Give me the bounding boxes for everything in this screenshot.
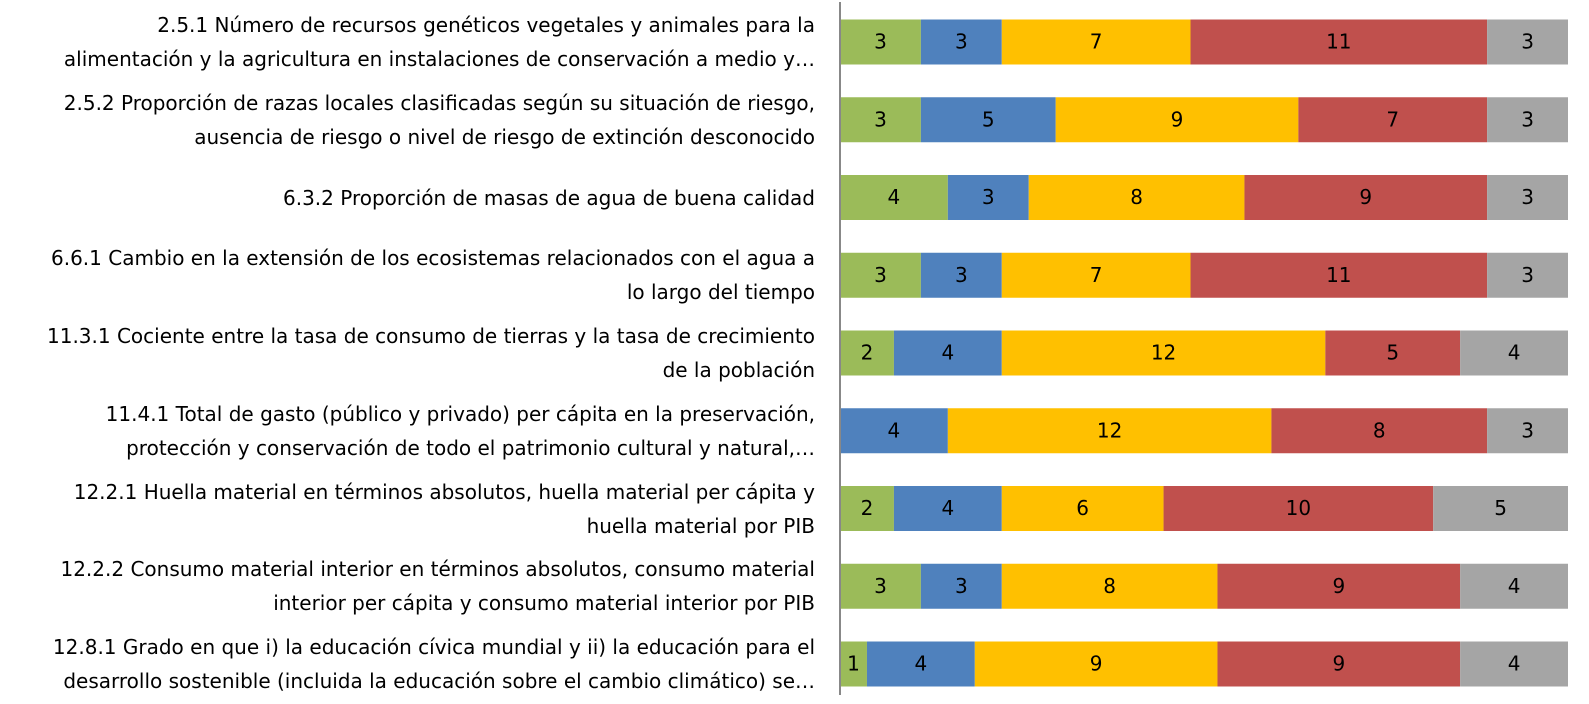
bar-segment bbox=[893, 330, 1002, 376]
data-label: 8 bbox=[1103, 574, 1116, 598]
bar-segment bbox=[1028, 175, 1245, 220]
data-label: 3 bbox=[874, 263, 887, 287]
bar-segment bbox=[1190, 252, 1488, 298]
data-label: 3 bbox=[1521, 185, 1534, 209]
data-label: 7 bbox=[1386, 107, 1399, 131]
bar-segment bbox=[974, 641, 1218, 687]
bar-segment bbox=[1298, 97, 1488, 143]
bar-segment bbox=[840, 486, 894, 531]
bar-segment bbox=[1487, 408, 1568, 454]
data-label: 12 bbox=[1151, 341, 1176, 365]
bar-segment bbox=[1244, 175, 1488, 220]
bar-segment bbox=[947, 408, 1272, 454]
data-label: 11 bbox=[1326, 263, 1351, 287]
bar-segment bbox=[1460, 641, 1568, 687]
category-label: 6.6.1 Cambio en la extensión de los ecos… bbox=[51, 246, 815, 305]
data-label: 9 bbox=[1090, 652, 1103, 676]
bar-segment bbox=[947, 175, 1029, 220]
data-label: 3 bbox=[874, 574, 887, 598]
data-label: 3 bbox=[982, 185, 995, 209]
data-label: 4 bbox=[888, 185, 901, 209]
data-label: 7 bbox=[1090, 30, 1103, 54]
bar-segment bbox=[840, 563, 921, 609]
data-label: 4 bbox=[1508, 341, 1521, 365]
bar-segment bbox=[1271, 408, 1488, 454]
data-label: 5 bbox=[1386, 341, 1399, 365]
bar-segment bbox=[1001, 486, 1164, 531]
bar-segment bbox=[1001, 19, 1191, 65]
data-label: 9 bbox=[1359, 185, 1372, 209]
bar-segment bbox=[1325, 330, 1461, 376]
bar-segment bbox=[1487, 19, 1568, 65]
data-label: 2 bbox=[861, 496, 874, 520]
category-label: 12.2.2 Consumo material interior en térm… bbox=[60, 557, 815, 616]
data-label: 8 bbox=[1373, 418, 1386, 442]
bar-segment bbox=[1487, 97, 1568, 143]
data-label: 3 bbox=[874, 107, 887, 131]
bar-segment bbox=[1460, 330, 1568, 376]
bar-segment bbox=[1217, 563, 1461, 609]
data-label: 9 bbox=[1332, 574, 1345, 598]
data-label: 10 bbox=[1286, 496, 1311, 520]
category-label: 12.8.1 Grado en que i) la educación cívi… bbox=[52, 635, 815, 693]
data-label: 4 bbox=[888, 418, 901, 442]
bar-segment bbox=[840, 408, 948, 454]
bar-segment bbox=[893, 486, 1002, 531]
bar-segment bbox=[1001, 330, 1326, 376]
category-label: 2.5.2 Proporción de razas locales clasif… bbox=[63, 90, 815, 149]
bar-segment bbox=[840, 252, 921, 298]
bar-segment bbox=[1163, 486, 1434, 531]
data-label: 3 bbox=[955, 263, 968, 287]
data-label: 5 bbox=[1494, 496, 1507, 520]
category-label: 12.2.1 Huella material en términos absol… bbox=[73, 479, 815, 538]
bar-segment bbox=[1217, 641, 1461, 687]
bar-segment bbox=[1001, 252, 1191, 298]
bar-segment bbox=[840, 175, 948, 220]
category-label: 6.3.2 Proporción de masas de agua de bue… bbox=[283, 185, 815, 210]
data-label: 11 bbox=[1326, 30, 1351, 54]
data-label: 3 bbox=[955, 30, 968, 54]
bar-segment bbox=[1433, 486, 1568, 531]
bar-segment bbox=[920, 252, 1002, 298]
data-label: 4 bbox=[1508, 574, 1521, 598]
data-label: 3 bbox=[1521, 418, 1534, 442]
data-label: 7 bbox=[1090, 263, 1103, 287]
data-label: 2 bbox=[861, 341, 874, 365]
bar-segment bbox=[920, 563, 1002, 609]
category-label: 11.4.1 Total de gasto (público y privado… bbox=[105, 401, 815, 460]
data-label: 4 bbox=[941, 341, 954, 365]
data-label: 3 bbox=[955, 574, 968, 598]
data-label: 3 bbox=[1521, 107, 1534, 131]
bar-segment bbox=[1190, 19, 1488, 65]
bar-segment bbox=[840, 641, 867, 687]
data-label: 9 bbox=[1171, 107, 1184, 131]
data-label: 3 bbox=[1521, 30, 1534, 54]
bar-segment bbox=[840, 97, 921, 143]
bar-segment bbox=[840, 19, 921, 65]
data-label: 1 bbox=[847, 652, 860, 676]
bar-segment bbox=[920, 97, 1056, 143]
bar-segment bbox=[1487, 252, 1568, 298]
data-label: 8 bbox=[1130, 185, 1143, 209]
bar-segment bbox=[1460, 563, 1568, 609]
data-label: 3 bbox=[1521, 263, 1534, 287]
bar-segment bbox=[1055, 97, 1299, 143]
data-label: 9 bbox=[1332, 652, 1345, 676]
category-label: 11.3.1 Cociente entre la tasa de consumo… bbox=[47, 324, 815, 382]
bar-segment bbox=[840, 330, 894, 376]
bar-segment bbox=[920, 19, 1002, 65]
data-label: 3 bbox=[874, 30, 887, 54]
data-label: 6 bbox=[1076, 496, 1089, 520]
bar-segment bbox=[866, 641, 975, 687]
data-label: 4 bbox=[941, 496, 954, 520]
bar-segment bbox=[1001, 563, 1218, 609]
category-label: 2.5.1 Número de recursos genéticos veget… bbox=[63, 13, 815, 71]
data-label: 4 bbox=[1508, 652, 1521, 676]
data-label: 12 bbox=[1097, 418, 1122, 442]
data-label: 5 bbox=[982, 107, 995, 131]
bar-segment bbox=[1487, 175, 1568, 220]
data-label: 4 bbox=[915, 652, 928, 676]
